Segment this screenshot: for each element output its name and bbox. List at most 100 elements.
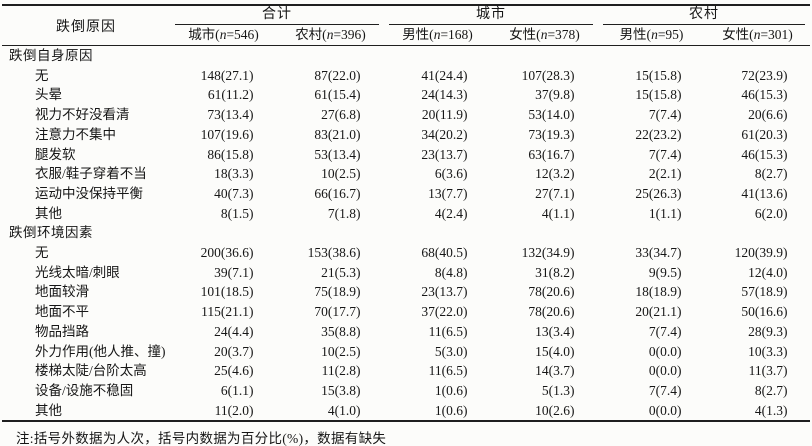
cell-value: 148(27.1) bbox=[200, 67, 254, 83]
cell-value: 18(18.9) bbox=[635, 284, 682, 300]
data-cell: 25(4.6) bbox=[170, 361, 277, 381]
column-group-3: 农村 bbox=[598, 5, 810, 25]
cell-value: 61(20.3) bbox=[741, 126, 788, 142]
cell-value: 46(15.3) bbox=[741, 146, 788, 162]
data-cell: 78(20.6) bbox=[491, 282, 598, 302]
table-row: 楼梯太陡/台阶太高 25(4.6) 11(2.8) 11(6.5) 14(3.7) 0(0… bbox=[2, 361, 810, 381]
data-cell: 7(7.4) bbox=[598, 322, 705, 342]
data-cell: 37(22.0) bbox=[384, 302, 491, 322]
data-cell: 13(3.4) bbox=[491, 322, 598, 342]
data-cell: 34(20.2) bbox=[384, 125, 491, 145]
data-cell: 57(18.9) bbox=[705, 282, 810, 302]
data-cell: 10(2.5) bbox=[277, 342, 384, 362]
data-cell: 73(19.3) bbox=[491, 125, 598, 145]
cell-value: 2(2.1) bbox=[648, 166, 682, 182]
row-label: 光线太暗/刺眼 bbox=[35, 264, 120, 280]
cell-value: 21(5.3) bbox=[321, 264, 361, 280]
data-cell: 8(2.7) bbox=[705, 381, 810, 401]
cell-value: 22(23.2) bbox=[635, 126, 682, 142]
data-cell: 5(3.0) bbox=[384, 342, 491, 362]
cell-value: 18(3.3) bbox=[214, 166, 254, 182]
table-header: 跌倒原因 合计 城市 农村 城市(n=546) 农村(n=396) 男性(n=168) 女… bbox=[2, 5, 810, 46]
data-cell: 11(3.7) bbox=[705, 361, 810, 381]
cell-value: 41(13.6) bbox=[741, 185, 788, 201]
data-cell: 22(23.2) bbox=[598, 125, 705, 145]
cell-value: 1(0.6) bbox=[434, 402, 468, 418]
table-row: 运动中没保持平衡 40(7.3) 66(16.7) 13(7.7) 27(7.1) 25(… bbox=[2, 184, 810, 204]
header-subcols-row: 城市(n=546) 农村(n=396) 男性(n=168) 女性(n=378) 男性(n… bbox=[2, 25, 810, 46]
section-title: 跌倒自身原因 bbox=[9, 48, 93, 63]
cell-value: 33(34.7) bbox=[635, 245, 682, 261]
data-cell: 21(5.3) bbox=[277, 263, 384, 283]
cell-value: 23(13.7) bbox=[421, 284, 468, 300]
data-cell: 4(1.0) bbox=[277, 401, 384, 422]
data-cell: 20(11.9) bbox=[384, 105, 491, 125]
column-group-1: 合计 bbox=[170, 5, 384, 25]
cell-value: 6(1.1) bbox=[220, 382, 254, 398]
cell-value: 53(13.4) bbox=[314, 146, 361, 162]
row-label: 其他 bbox=[35, 402, 62, 418]
table-row: 无 148(27.1) 87(22.0) 41(24.4) 107(28.3) 15(15… bbox=[2, 66, 810, 86]
data-cell: 12(4.0) bbox=[705, 263, 810, 283]
data-cell: 75(18.9) bbox=[277, 282, 384, 302]
table-body: 跌倒自身原因无 148(27.1) 87(22.0) 41(24.4) 107(28.3… bbox=[2, 46, 810, 422]
data-cell: 31(8.2) bbox=[491, 263, 598, 283]
cell-value: 15(3.8) bbox=[321, 382, 361, 398]
cell-value: 7(7.4) bbox=[648, 146, 682, 162]
data-cell: 70(17.7) bbox=[277, 302, 384, 322]
cell-value: 6(2.0) bbox=[754, 205, 788, 221]
cell-value: 11(6.5) bbox=[428, 323, 468, 339]
cell-value: 41(24.4) bbox=[421, 67, 468, 83]
data-cell: 41(24.4) bbox=[384, 66, 491, 86]
cell-value: 23(13.7) bbox=[421, 146, 468, 162]
cell-value: 15(15.8) bbox=[635, 87, 682, 103]
cell-value: 73(13.4) bbox=[207, 107, 254, 123]
data-cell: 4(1.3) bbox=[705, 401, 810, 422]
cell-value: 86(15.8) bbox=[207, 146, 254, 162]
cell-value: 4(1.3) bbox=[754, 402, 788, 418]
data-cell: 18(18.9) bbox=[598, 282, 705, 302]
data-cell: 4(1.1) bbox=[491, 204, 598, 224]
data-cell: 24(4.4) bbox=[170, 322, 277, 342]
cell-value: 101(18.5) bbox=[200, 284, 254, 300]
data-cell: 6(2.0) bbox=[705, 204, 810, 224]
cell-value: 40(7.3) bbox=[214, 185, 254, 201]
cell-value: 1(0.6) bbox=[434, 382, 468, 398]
cell-value: 7(7.4) bbox=[648, 107, 682, 123]
cell-value: 20(3.7) bbox=[214, 343, 254, 359]
data-cell: 10(2.5) bbox=[277, 164, 384, 184]
cell-value: 7(7.4) bbox=[648, 382, 682, 398]
cell-value: 107(28.3) bbox=[521, 67, 575, 83]
data-cell: 11(6.5) bbox=[384, 322, 491, 342]
cell-value: 15(15.8) bbox=[635, 67, 682, 83]
data-cell: 1(1.1) bbox=[598, 204, 705, 224]
table-row: 地面不平 115(21.1) 70(17.7) 37(22.0) 78(20.6) 20(… bbox=[2, 302, 810, 322]
data-cell: 6(3.6) bbox=[384, 164, 491, 184]
table-row: 地面较滑 101(18.5) 75(18.9) 23(13.7) 78(20.6) 18(… bbox=[2, 282, 810, 302]
cell-value: 9(9.5) bbox=[648, 264, 682, 280]
data-cell: 101(18.5) bbox=[170, 282, 277, 302]
row-label: 头晕 bbox=[35, 87, 62, 103]
cell-value: 120(39.9) bbox=[734, 245, 788, 261]
data-cell: 63(16.7) bbox=[491, 145, 598, 165]
data-cell: 18(3.3) bbox=[170, 164, 277, 184]
data-cell: 53(14.0) bbox=[491, 105, 598, 125]
data-cell: 23(13.7) bbox=[384, 145, 491, 165]
data-cell: 11(2.0) bbox=[170, 401, 277, 422]
data-cell: 120(39.9) bbox=[705, 243, 810, 263]
data-cell: 27(7.1) bbox=[491, 184, 598, 204]
data-cell: 115(21.1) bbox=[170, 302, 277, 322]
data-cell: 153(38.6) bbox=[277, 243, 384, 263]
cell-value: 107(19.6) bbox=[200, 126, 254, 142]
cell-value: 72(23.9) bbox=[741, 67, 788, 83]
cell-value: 8(4.8) bbox=[434, 264, 468, 280]
data-cell: 7(7.4) bbox=[598, 381, 705, 401]
cell-value: 0(0.0) bbox=[648, 363, 682, 379]
data-cell: 87(22.0) bbox=[277, 66, 384, 86]
table-row: 其他 11(2.0) 4(1.0) 1(0.6) 10(2.6) 0(0.0) 4(1.3) bbox=[2, 401, 810, 422]
cell-value: 35(8.8) bbox=[321, 323, 361, 339]
cell-value: 11(2.0) bbox=[214, 402, 254, 418]
data-cell: 15(15.8) bbox=[598, 66, 705, 86]
data-cell: 4(2.4) bbox=[384, 204, 491, 224]
data-cell: 46(15.3) bbox=[705, 145, 810, 165]
